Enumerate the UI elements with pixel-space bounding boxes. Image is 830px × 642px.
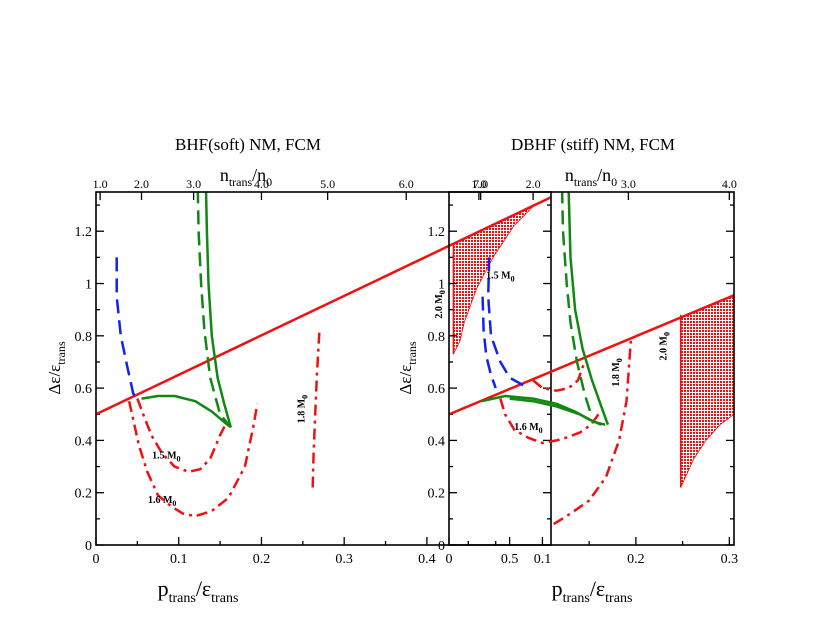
top-tick-label: 6.0	[399, 177, 414, 191]
chart-title: DBHF (stiff) NM, FCM	[511, 135, 675, 154]
series-green-solid	[567, 192, 610, 426]
top-axis-label: ntrans/n0	[565, 165, 617, 189]
y-tick-label: 0	[85, 539, 92, 554]
x-tick-label: 0.3	[335, 552, 353, 567]
x-tick-label: 0	[446, 552, 453, 567]
series-red-dashdot	[311, 330, 321, 488]
plot-frame	[448, 191, 735, 546]
y-tick-label: 0.4	[75, 434, 93, 449]
mass-annotation: 1.8 M0	[611, 358, 624, 386]
top-tick-label: 5.0	[320, 177, 335, 191]
mass-annotation: 2.0 M0	[434, 290, 447, 318]
series-red-solid	[449, 294, 734, 416]
chart-panel-right: DBHF (stiff) NM, FCM ntrans/n0 ptrans/εt…	[396, 135, 738, 606]
series-blue-long	[115, 257, 139, 402]
series-blue-long	[481, 296, 497, 389]
mass-annotation: 1.5 M0	[152, 451, 180, 464]
top-tick-label: 1.0	[471, 177, 486, 191]
x-axis-label: ptrans/εtrans	[158, 576, 239, 606]
y-tick-label: 1	[85, 278, 92, 293]
y-tick-label: 0.4	[428, 434, 446, 449]
hatched-region	[680, 294, 734, 488]
y-tick-label: 0.8	[75, 330, 93, 345]
top-tick-label: 2.0	[526, 177, 541, 191]
y-axis-label: Δε/εtrans	[396, 341, 419, 395]
top-tick-label: 2.0	[134, 177, 149, 191]
x-tick-label: 0.3	[721, 552, 739, 567]
x-tick-label: 0.2	[253, 552, 271, 567]
series-green-long	[560, 192, 593, 415]
chart-panel-left: BHF(soft) NM, FCM ntrans/n0 ptrans/εtran…	[45, 135, 552, 606]
mass-annotation: 2.0 M0	[659, 332, 672, 360]
marks-layer	[449, 192, 734, 526]
top-tick-label: 3.0	[186, 177, 201, 191]
series-red-dashdot	[553, 335, 633, 526]
x-tick-label: 0.4	[418, 552, 436, 567]
series-red-dashdot	[499, 398, 600, 445]
top-tick-label: 3.0	[621, 177, 636, 191]
y-tick-label: 1.2	[428, 225, 446, 240]
series-green-solid	[141, 394, 232, 429]
y-tick-label: 0	[438, 539, 445, 554]
y-tick-label: 1	[438, 278, 445, 293]
mass-annotation: 1.5 M0	[486, 270, 514, 283]
series-red-dashdot	[127, 400, 259, 518]
mass-annotation: 1.8 M0	[296, 395, 309, 423]
top-axis-label: ntrans/n0	[220, 165, 272, 189]
y-tick-label: 0.2	[75, 487, 93, 502]
series-blue-long	[486, 257, 525, 387]
y-tick-label: 0.8	[428, 330, 446, 345]
mass-annotation: 1.6 M0	[148, 495, 176, 508]
y-tick-label: 0.6	[75, 382, 93, 397]
series-red-dashdot	[136, 398, 228, 474]
y-tick-label: 0.2	[428, 487, 446, 502]
x-tick-label: 0	[93, 552, 100, 567]
top-tick-label: 1.0	[93, 177, 108, 191]
x-axis-label: ptrans/εtrans	[552, 576, 633, 606]
series-red-dashdot	[532, 361, 586, 392]
x-tick-label: 0.5	[501, 552, 519, 567]
plot-frame	[95, 191, 552, 546]
y-axis-label: Δε/εtrans	[45, 341, 68, 395]
series-green-solid	[509, 397, 606, 426]
top-tick-label: 4.0	[254, 177, 269, 191]
chart-title: BHF(soft) NM, FCM	[175, 135, 321, 154]
mass-annotation: 1.6 M0	[514, 422, 542, 435]
x-tick-label: 0.1	[534, 552, 552, 567]
series-green-solid	[204, 192, 233, 428]
top-tick-label: 4.0	[722, 177, 737, 191]
series-red-solid	[96, 196, 551, 416]
marks-layer	[96, 192, 551, 518]
top-tick-label: 7.0	[473, 177, 488, 191]
y-tick-label: 1.2	[75, 225, 93, 240]
x-tick-label: 0.1	[170, 552, 188, 567]
x-tick-label: 0.2	[627, 552, 645, 567]
series-green-long	[196, 192, 232, 429]
ticks-layer: 0 0.1 0.2 0.3 0.4 0.5 0 0.2 0.4 0.6 0.8 1 1.2 1.0 2.0 3…	[75, 177, 551, 567]
y-tick-label: 0.6	[428, 382, 446, 397]
